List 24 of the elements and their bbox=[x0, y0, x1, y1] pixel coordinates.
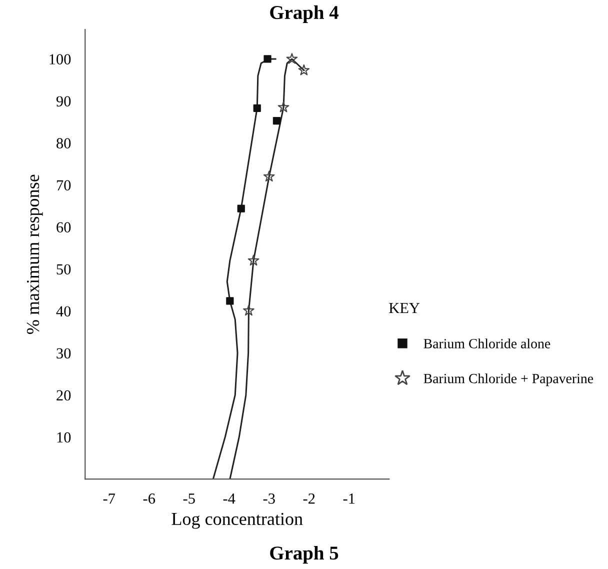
y-tick-label: 50 bbox=[56, 264, 71, 274]
y-tick-label: 30 bbox=[56, 348, 71, 359]
x-tick-label: -3 bbox=[263, 493, 275, 504]
legend-label: Barium Chloride + Papaverine bbox=[424, 373, 594, 386]
y-tick-label: 40 bbox=[56, 306, 71, 317]
x-tick-label: -1 bbox=[343, 494, 355, 504]
y-tick-label: 80 bbox=[56, 138, 71, 148]
x-tick-label: -5 bbox=[183, 494, 195, 504]
y-tick-label: 10 bbox=[57, 432, 71, 443]
caption: Graph 5 bbox=[270, 546, 338, 564]
x-tick-label: -6 bbox=[143, 493, 156, 504]
x-tick-label: -2 bbox=[303, 493, 315, 504]
legend-title: KEY bbox=[389, 303, 420, 314]
chart-title: Graph 4 bbox=[270, 5, 338, 24]
x-tick-label: -4 bbox=[223, 494, 236, 504]
x-tick-label: -7 bbox=[103, 494, 116, 504]
y-tick-label: 20 bbox=[56, 390, 71, 401]
y-axis-title: % maximum response bbox=[26, 174, 43, 334]
y-tick-label: 90 bbox=[56, 96, 71, 106]
legend-label: Barium Chloride alone bbox=[424, 338, 550, 348]
y-tick-label: 60 bbox=[56, 222, 71, 232]
y-tick-label: 100 bbox=[50, 54, 71, 64]
x-axis-title: Log concentration bbox=[172, 512, 303, 529]
y-tick-label: 70 bbox=[56, 180, 71, 190]
